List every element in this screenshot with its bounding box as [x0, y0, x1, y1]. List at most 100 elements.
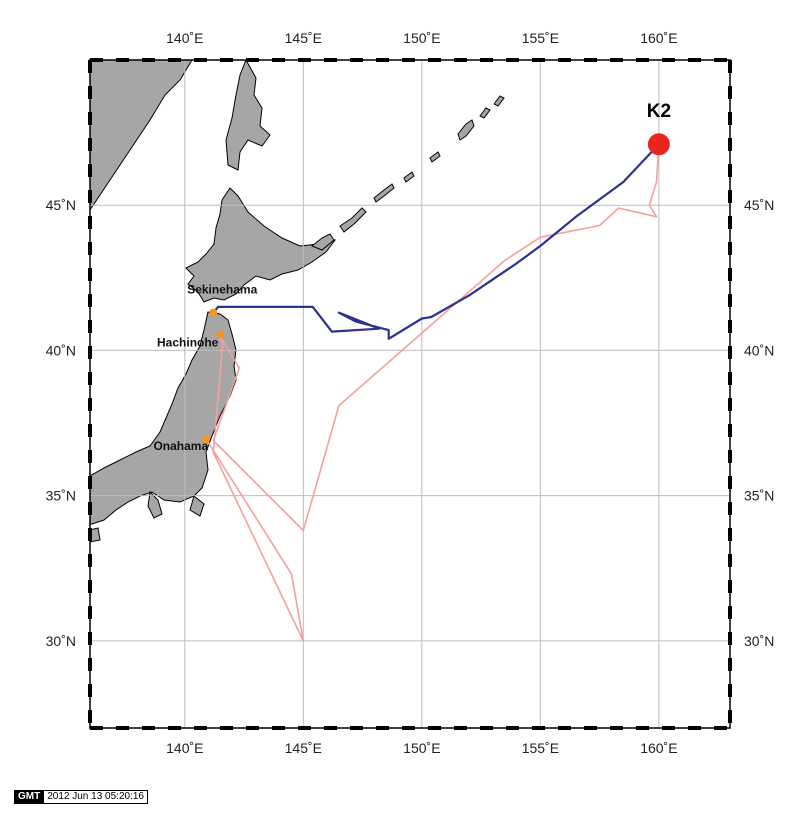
lat-tick-label: 40˚N [46, 342, 76, 358]
frame-segment [88, 528, 92, 541]
land-shikoku-edge [90, 527, 101, 543]
frame-segment [88, 450, 92, 463]
frame-segment [480, 58, 493, 62]
frame-segment [532, 58, 545, 62]
land-simushir [403, 171, 415, 183]
port-label-sekinehama: Sekinehama [187, 283, 257, 297]
lat-tick-label: 30˚N [46, 633, 76, 649]
frame-segment [272, 58, 285, 62]
frame-segment [558, 726, 571, 730]
frame-segment [88, 398, 92, 411]
land-izu-peninsula [147, 490, 163, 519]
frame-segment [88, 138, 92, 151]
frame-segment [688, 726, 701, 730]
outbound-cruise-track [212, 143, 660, 340]
port-marker-onahama [202, 435, 211, 444]
land-shumshu [479, 107, 491, 119]
frame-segment [532, 726, 545, 730]
frame-segment [714, 58, 727, 62]
gmt-time: 2012 Jun 13 05:20:16 [44, 790, 148, 804]
port-labels: Sekinehama Hachinohe Onahama [153, 283, 257, 453]
lon-tick-label: 160˚E [640, 740, 677, 756]
land-asia-mainland [90, 60, 193, 211]
port-label-hachinohe: Hachinohe [157, 335, 219, 349]
frame-segment [728, 476, 732, 489]
frame-segment [428, 726, 441, 730]
frame-segment [116, 58, 129, 62]
frame-segment [324, 726, 337, 730]
frame-segment [246, 726, 259, 730]
frame-segment [88, 242, 92, 255]
frame-segment [350, 58, 363, 62]
frame-segment [728, 502, 732, 515]
frame-segment [350, 726, 363, 730]
frame-segment [142, 726, 155, 730]
frame-segment [324, 58, 337, 62]
land-kunashir [311, 233, 335, 251]
frame-segment [728, 554, 732, 567]
port-marker-hachinohe [216, 330, 225, 339]
frame-segment [220, 58, 233, 62]
frame-segment [728, 320, 732, 333]
frame-segment [90, 58, 103, 62]
frame-segment [728, 112, 732, 125]
land-layer [90, 60, 505, 543]
frame-segment [610, 58, 623, 62]
lon-tick-label: 155˚E [522, 740, 559, 756]
frame-segment [88, 164, 92, 177]
return-cruise-track [205, 144, 660, 642]
station-k2-label: K2 [647, 101, 671, 122]
lon-tick-label: 150˚E [403, 740, 440, 756]
frame-segment [88, 372, 92, 385]
frame-segment [88, 190, 92, 203]
port-markers [202, 308, 225, 444]
land-iturup [339, 207, 367, 233]
frame-segment [298, 58, 311, 62]
frame-segment [636, 726, 649, 730]
station-k2-marker [647, 133, 670, 156]
lon-tick-label: 140˚E [166, 740, 203, 756]
frame-segment [688, 58, 701, 62]
frame-segment [116, 726, 129, 730]
frame-segment [88, 112, 92, 125]
frame-segment [558, 58, 571, 62]
frame-segment [728, 346, 732, 359]
frame-segment [728, 60, 732, 73]
lon-tick-label: 155˚E [522, 30, 559, 46]
frame-segment [506, 58, 519, 62]
lat-tick-label: 30˚N [744, 633, 774, 649]
gmt-timestamp: GMT 2012 Jun 13 05:20:16 [14, 790, 148, 804]
frame-segment [246, 58, 259, 62]
frame-segment [584, 726, 597, 730]
frame-segment [454, 726, 467, 730]
frame-segment [728, 372, 732, 385]
frame-segment [298, 726, 311, 730]
frame-segment [168, 726, 181, 730]
frame-segment [88, 658, 92, 671]
lat-tick-label: 35˚N [744, 488, 774, 504]
frame-segment [728, 242, 732, 255]
frame-segment [728, 190, 732, 203]
graticule [90, 60, 730, 728]
frame-segment [220, 726, 233, 730]
frame-segment [728, 606, 732, 619]
frame-segment [88, 710, 92, 723]
frame-segment [376, 726, 389, 730]
frame-segment [714, 726, 727, 730]
frame-segment [728, 684, 732, 697]
lon-tick-label: 145˚E [285, 740, 322, 756]
frame-segment [728, 398, 732, 411]
land-paramushir [457, 119, 475, 141]
frame-segment [728, 710, 732, 723]
land-boso-peninsula [189, 495, 205, 517]
frame-segment [142, 58, 155, 62]
frame-segment [728, 164, 732, 177]
frame-segment [168, 58, 181, 62]
lat-tick-label: 40˚N [744, 342, 774, 358]
lat-tick-label: 45˚N [744, 197, 774, 213]
frame-segment [662, 58, 675, 62]
frame-segment [728, 216, 732, 229]
frame-segment [88, 476, 92, 489]
frame-segment [88, 60, 92, 73]
port-label-onahama: Onahama [153, 439, 208, 453]
